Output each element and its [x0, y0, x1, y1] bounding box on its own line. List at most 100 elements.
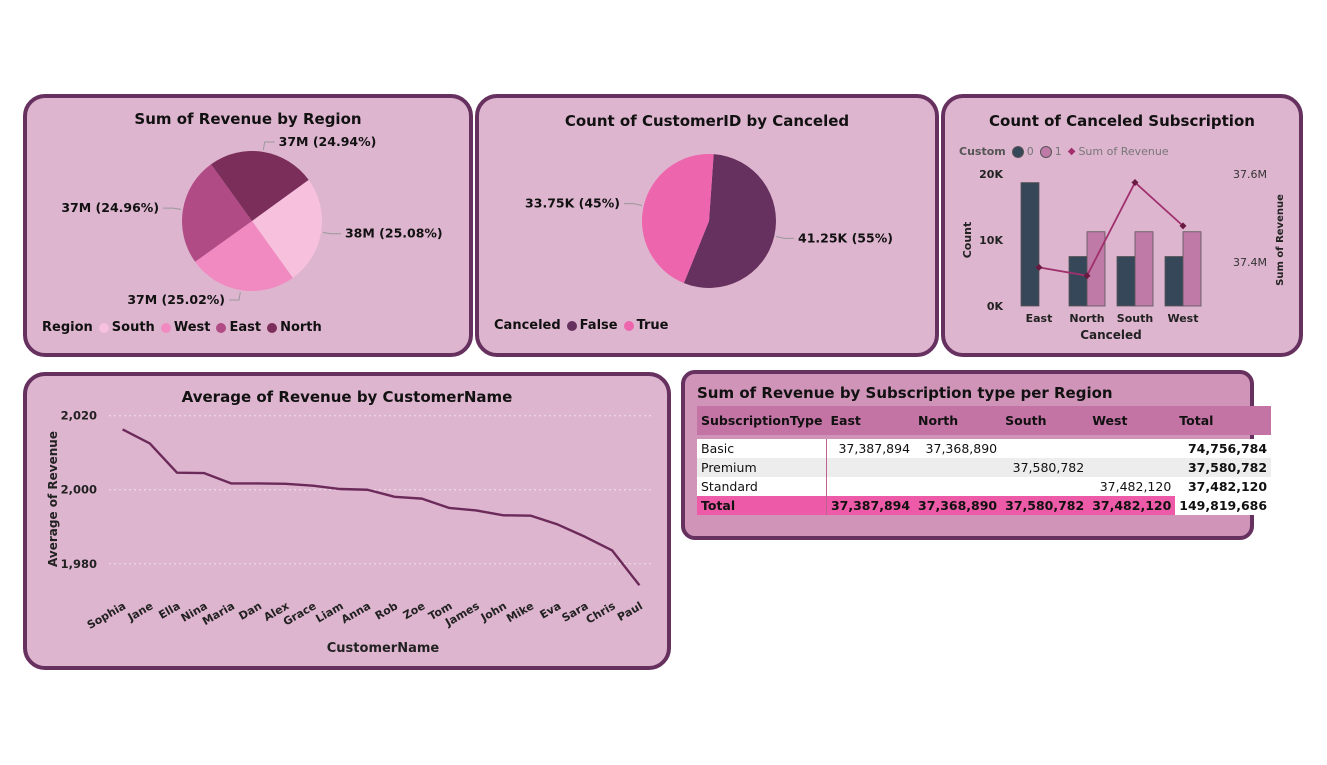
x-tick-label: Eva — [538, 599, 564, 621]
avg-revenue-line[interactable] — [122, 428, 641, 586]
legend-label-false: False — [579, 318, 618, 333]
x-tick-label: West — [1167, 312, 1198, 325]
row-label: Standard — [697, 477, 827, 496]
legend-item-west[interactable]: West — [160, 320, 211, 335]
cell — [914, 477, 1002, 496]
canceled-leader-line — [776, 236, 795, 239]
header-east[interactable]: East — [826, 406, 915, 435]
y-tick-label: 20K — [979, 168, 1003, 181]
table-row: Premium 37,580,782 37,580,782 — [697, 458, 1272, 477]
legend-label-east: East — [229, 320, 262, 335]
region-slice-north[interactable] — [211, 151, 309, 221]
canceled-subscription-card: Count of Canceled Subscription Custom 0 … — [941, 94, 1303, 357]
revenue-by-region-title: Sum of Revenue by Region — [134, 110, 362, 128]
bar-series-0-west[interactable] — [1164, 256, 1184, 307]
false-swatch-icon — [566, 320, 577, 331]
legend-item-south[interactable]: South — [98, 320, 155, 335]
total-cell: 37,482,120 — [1088, 496, 1176, 515]
bar-series-0-east[interactable] — [1020, 182, 1040, 307]
region-data-label: 37M (24.96%) — [61, 200, 159, 215]
header-west[interactable]: West — [1088, 406, 1176, 435]
canceled-leader-line — [623, 203, 642, 206]
revenue-point[interactable] — [1179, 222, 1187, 230]
grand-total-cell: 149,819,686 — [1175, 496, 1272, 515]
x-tick-label: Chris — [584, 599, 618, 626]
legend-label-1: 1 — [1054, 145, 1062, 158]
y-axis-label: Count — [961, 222, 974, 259]
bar-series-0-north[interactable] — [1068, 256, 1088, 307]
legend-item-true[interactable]: True — [623, 318, 669, 333]
revenue-by-region-pie: 38M (25.08%) 37M (25.02%) 37M (24.96%) 37M … — [61, 134, 442, 307]
y2-axis-label: Sum of Revenue — [1275, 194, 1286, 286]
region-leader-line — [229, 291, 241, 301]
x-tick-label: Jane — [125, 599, 156, 624]
region-leader-line — [323, 231, 341, 235]
region-slice-east[interactable] — [182, 164, 252, 262]
x-tick-label: Liam — [314, 599, 346, 625]
east-swatch-icon — [216, 322, 227, 333]
x-axis-label: CustomerName — [327, 641, 440, 656]
revenue-point[interactable] — [1083, 272, 1091, 280]
region-data-label: 37M (25.02%) — [127, 292, 225, 307]
legend-item-0[interactable]: 0 — [1011, 145, 1034, 158]
canceled-legend-title: Canceled — [494, 318, 561, 333]
total-cell: 37,387,894 — [826, 496, 915, 515]
total-cell: 37,580,782 — [1001, 496, 1089, 515]
x-tick-label: Paul — [615, 599, 645, 624]
header-total[interactable]: Total — [1175, 406, 1272, 435]
pivot-table: SubscriptionType East North South West T… — [697, 406, 1272, 515]
legend-item-revenue[interactable]: ◆ Sum of Revenue — [1068, 145, 1169, 158]
bar-series-1-west[interactable] — [1182, 231, 1202, 307]
legend-item-east[interactable]: East — [216, 320, 261, 335]
region-leader-line — [262, 141, 275, 150]
header-subscriptiontype[interactable]: SubscriptionType — [697, 406, 827, 435]
x-tick-label: Dan — [236, 599, 264, 622]
north-swatch-icon — [267, 322, 278, 333]
row-total-cell: 37,580,782 — [1175, 458, 1272, 477]
region-slice-west[interactable] — [195, 221, 293, 291]
revenue-point[interactable] — [1131, 178, 1139, 186]
west-swatch-icon — [160, 322, 171, 333]
x-tick-label: South — [1117, 312, 1153, 325]
avg-revenue-card: Average of Revenue by CustomerName 1,980… — [23, 372, 671, 670]
y-tick-label: 2,020 — [61, 409, 97, 423]
cell — [1001, 439, 1089, 458]
pivot-header-row: SubscriptionType East North South West T… — [697, 406, 1272, 435]
revenue-by-region-card: Sum of Revenue by Region 38M (25.08%) 37M… — [23, 94, 473, 357]
bar-series-0-south[interactable] — [1116, 256, 1136, 307]
total-cell: 37,368,890 — [914, 496, 1002, 515]
header-south[interactable]: South — [1001, 406, 1089, 435]
cell: 37,387,894 — [826, 439, 915, 458]
canceled-subscription-combo-chart: 0K 10K 20K Count 37.4M 37.6M Sum of Revenue Eas… — [961, 168, 1286, 342]
legend-label-north: North — [280, 320, 322, 335]
legend-label-south: South — [111, 320, 155, 335]
region-slice-south[interactable] — [252, 179, 322, 278]
x-tick-label: Anna — [339, 599, 373, 626]
total-row: Total 37,387,894 37,368,890 37,580,782 3… — [697, 496, 1272, 515]
revenue-point[interactable] — [1035, 263, 1043, 271]
revenue-line[interactable] — [1038, 181, 1184, 277]
cell — [826, 458, 915, 477]
canceled-slice-false[interactable] — [683, 154, 776, 288]
bar-series-1-south[interactable] — [1134, 231, 1154, 307]
legend-label-true: True — [636, 318, 669, 333]
legend-item-false[interactable]: False — [566, 318, 618, 333]
cell: 37,580,782 — [1001, 458, 1089, 477]
canceled-slice-true[interactable] — [642, 153, 714, 284]
cell — [914, 458, 1002, 477]
legend-label-0: 0 — [1026, 145, 1034, 158]
row-label: Premium — [697, 458, 827, 477]
row-total-cell: 37,482,120 — [1175, 477, 1272, 496]
legend-item-north[interactable]: North — [267, 320, 322, 335]
legend-label-west: West — [173, 320, 211, 335]
x-tick-label: Sophia — [85, 599, 128, 631]
header-north[interactable]: North — [914, 406, 1002, 435]
custom-legend: Custom 0 1 ◆ Sum of Revenue — [959, 145, 1169, 158]
canceled-data-label: 41.25K (55%) — [798, 230, 893, 245]
legend-item-1[interactable]: 1 — [1039, 145, 1062, 158]
customers-by-canceled-title: Count of CustomerID by Canceled — [564, 112, 850, 130]
cell — [1088, 439, 1176, 458]
cell: 37,482,120 — [1088, 477, 1176, 496]
series-1-swatch-icon — [1039, 145, 1052, 158]
